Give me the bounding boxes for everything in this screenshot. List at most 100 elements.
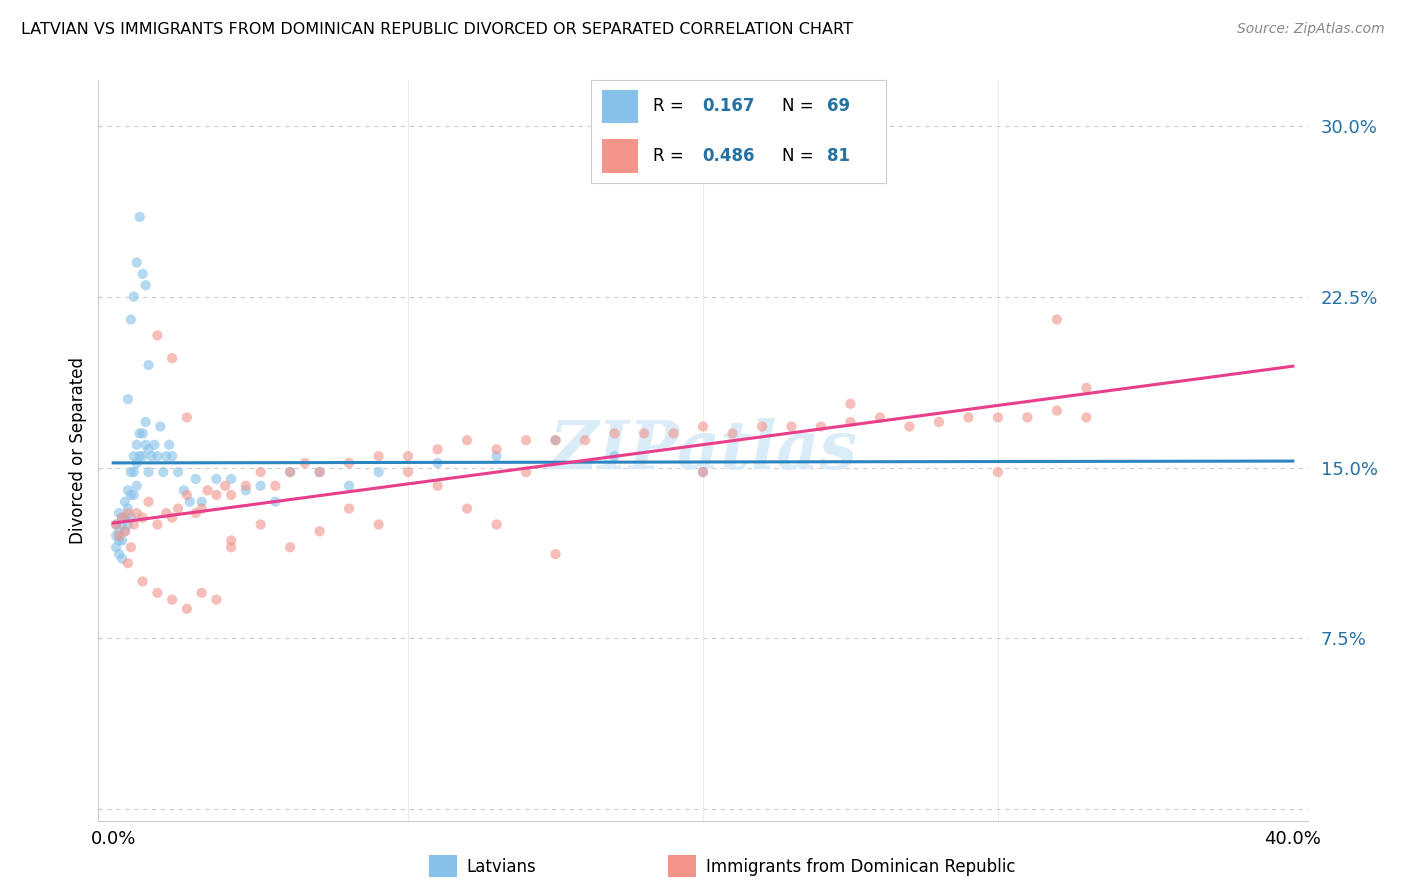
Text: 81: 81 xyxy=(827,146,849,165)
Point xyxy=(367,517,389,532)
Text: ZIPatlas: ZIPatlas xyxy=(550,418,856,483)
Point xyxy=(205,488,228,502)
Point xyxy=(125,456,148,470)
Point xyxy=(131,510,153,524)
Point xyxy=(122,488,145,502)
Point xyxy=(114,494,136,508)
Point xyxy=(751,419,773,434)
Point xyxy=(721,426,744,441)
Point xyxy=(1017,410,1039,425)
Point xyxy=(131,426,153,441)
Point xyxy=(114,510,136,524)
Point xyxy=(122,449,145,463)
Point xyxy=(135,415,157,429)
Point xyxy=(898,419,921,434)
Point xyxy=(114,524,136,539)
Point xyxy=(1076,410,1098,425)
Point xyxy=(117,517,139,532)
Point xyxy=(278,465,301,479)
Point xyxy=(117,392,139,407)
Point xyxy=(176,410,198,425)
Point xyxy=(692,419,714,434)
Point xyxy=(108,524,131,539)
Point xyxy=(957,410,980,425)
Point xyxy=(544,434,567,448)
Point xyxy=(205,592,228,607)
Point xyxy=(111,551,134,566)
Text: Source: ZipAtlas.com: Source: ZipAtlas.com xyxy=(1237,22,1385,37)
Point xyxy=(367,465,389,479)
Point xyxy=(190,501,212,516)
Point xyxy=(603,449,626,463)
Point xyxy=(128,449,150,463)
Point xyxy=(108,529,131,543)
Point xyxy=(108,533,131,548)
Point xyxy=(149,419,172,434)
Point xyxy=(839,397,862,411)
Point xyxy=(111,510,134,524)
Point xyxy=(184,506,207,520)
Point xyxy=(146,449,169,463)
Point xyxy=(108,547,131,561)
Point xyxy=(108,506,131,520)
Point xyxy=(114,524,136,539)
Point xyxy=(190,494,212,508)
Point xyxy=(633,426,655,441)
Point xyxy=(111,517,134,532)
Point xyxy=(515,465,537,479)
Point xyxy=(1046,403,1069,417)
Point xyxy=(120,510,142,524)
Point xyxy=(120,488,142,502)
Point xyxy=(167,501,190,516)
Text: 69: 69 xyxy=(827,97,849,115)
Point xyxy=(105,517,128,532)
Point xyxy=(692,465,714,479)
Point xyxy=(122,290,145,304)
Point xyxy=(131,267,153,281)
Point xyxy=(264,479,287,493)
Point xyxy=(176,488,198,502)
Point xyxy=(157,438,180,452)
Text: N =: N = xyxy=(782,146,820,165)
Point xyxy=(117,556,139,570)
Point xyxy=(135,278,157,293)
Point xyxy=(173,483,195,498)
Point xyxy=(160,351,183,366)
Text: 0.486: 0.486 xyxy=(703,146,755,165)
Point xyxy=(515,434,537,448)
Point xyxy=(987,465,1010,479)
Point xyxy=(456,501,478,516)
Point xyxy=(122,465,145,479)
Point xyxy=(125,506,148,520)
Point xyxy=(105,541,128,555)
Point xyxy=(184,472,207,486)
Point xyxy=(396,465,419,479)
Point xyxy=(135,438,157,452)
Point xyxy=(249,479,271,493)
Point xyxy=(780,419,803,434)
Text: 0.167: 0.167 xyxy=(703,97,755,115)
Point xyxy=(235,483,257,498)
Point xyxy=(869,410,891,425)
Point xyxy=(205,472,228,486)
Point xyxy=(219,488,242,502)
Point xyxy=(141,449,163,463)
Point xyxy=(131,449,153,463)
Text: R =: R = xyxy=(652,97,689,115)
Text: R =: R = xyxy=(652,146,689,165)
Y-axis label: Divorced or Separated: Divorced or Separated xyxy=(69,357,87,544)
Point xyxy=(1076,381,1098,395)
Point xyxy=(190,586,212,600)
Point xyxy=(544,434,567,448)
Point xyxy=(160,592,183,607)
Point xyxy=(264,494,287,508)
Point xyxy=(235,479,257,493)
Point xyxy=(219,533,242,548)
Point xyxy=(839,415,862,429)
Point xyxy=(810,419,832,434)
Point xyxy=(426,479,449,493)
Point xyxy=(1046,312,1069,326)
Point xyxy=(160,449,183,463)
Point xyxy=(128,426,150,441)
Text: N =: N = xyxy=(782,97,820,115)
